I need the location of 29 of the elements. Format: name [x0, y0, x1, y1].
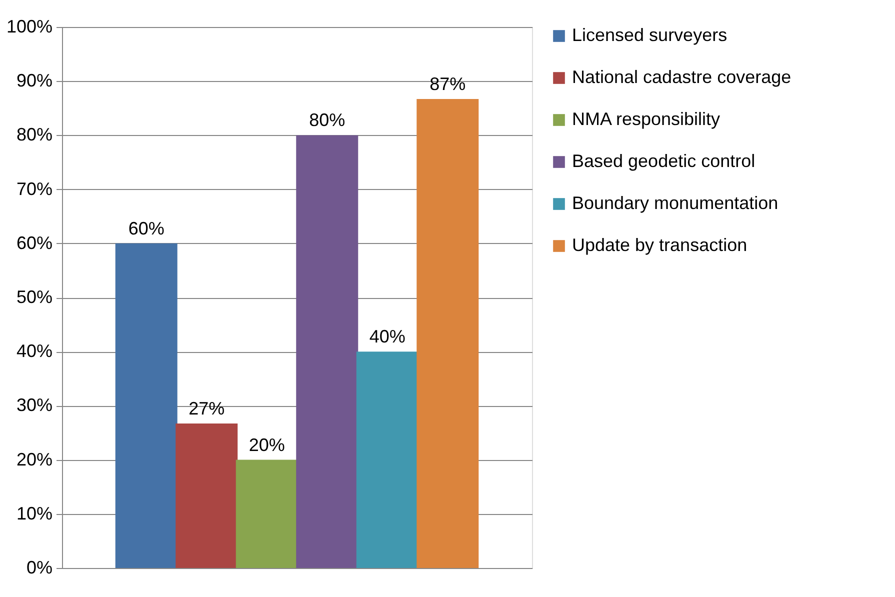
y-tick-label: 50%	[16, 287, 52, 307]
legend-label: Licensed surveyers	[572, 25, 728, 45]
data-label: 80%	[309, 110, 346, 130]
bar	[296, 135, 358, 568]
y-tick-label: 60%	[16, 232, 52, 253]
data-label: 87%	[430, 74, 466, 94]
y-tick-label: 40%	[16, 341, 52, 362]
data-label: 40%	[369, 326, 406, 347]
bar	[356, 352, 418, 568]
y-tick-label: 10%	[16, 503, 52, 524]
legend-label: National cadastre coverage	[572, 67, 792, 87]
bar	[115, 243, 178, 568]
data-label: 27%	[188, 398, 225, 419]
y-tick-label: 20%	[16, 449, 52, 470]
bar	[416, 98, 479, 568]
legend-label: Based geodetic control	[572, 151, 756, 171]
bar	[236, 460, 298, 568]
data-label: 60%	[128, 218, 164, 238]
y-tick-label: 30%	[16, 395, 52, 416]
data-label: 20%	[248, 434, 285, 455]
y-tick-label: 70%	[16, 178, 52, 199]
legend-label: Boundary monumentation	[572, 193, 778, 213]
y-tick-label: 0%	[26, 558, 52, 578]
y-tick-label: 80%	[16, 124, 52, 145]
bar	[176, 424, 238, 568]
legend-label: NMA responsibility	[572, 109, 720, 129]
y-tick-label: 90%	[16, 70, 52, 91]
legend-label: Update by transaction	[572, 235, 748, 255]
y-tick-label: 100%	[6, 16, 52, 36]
